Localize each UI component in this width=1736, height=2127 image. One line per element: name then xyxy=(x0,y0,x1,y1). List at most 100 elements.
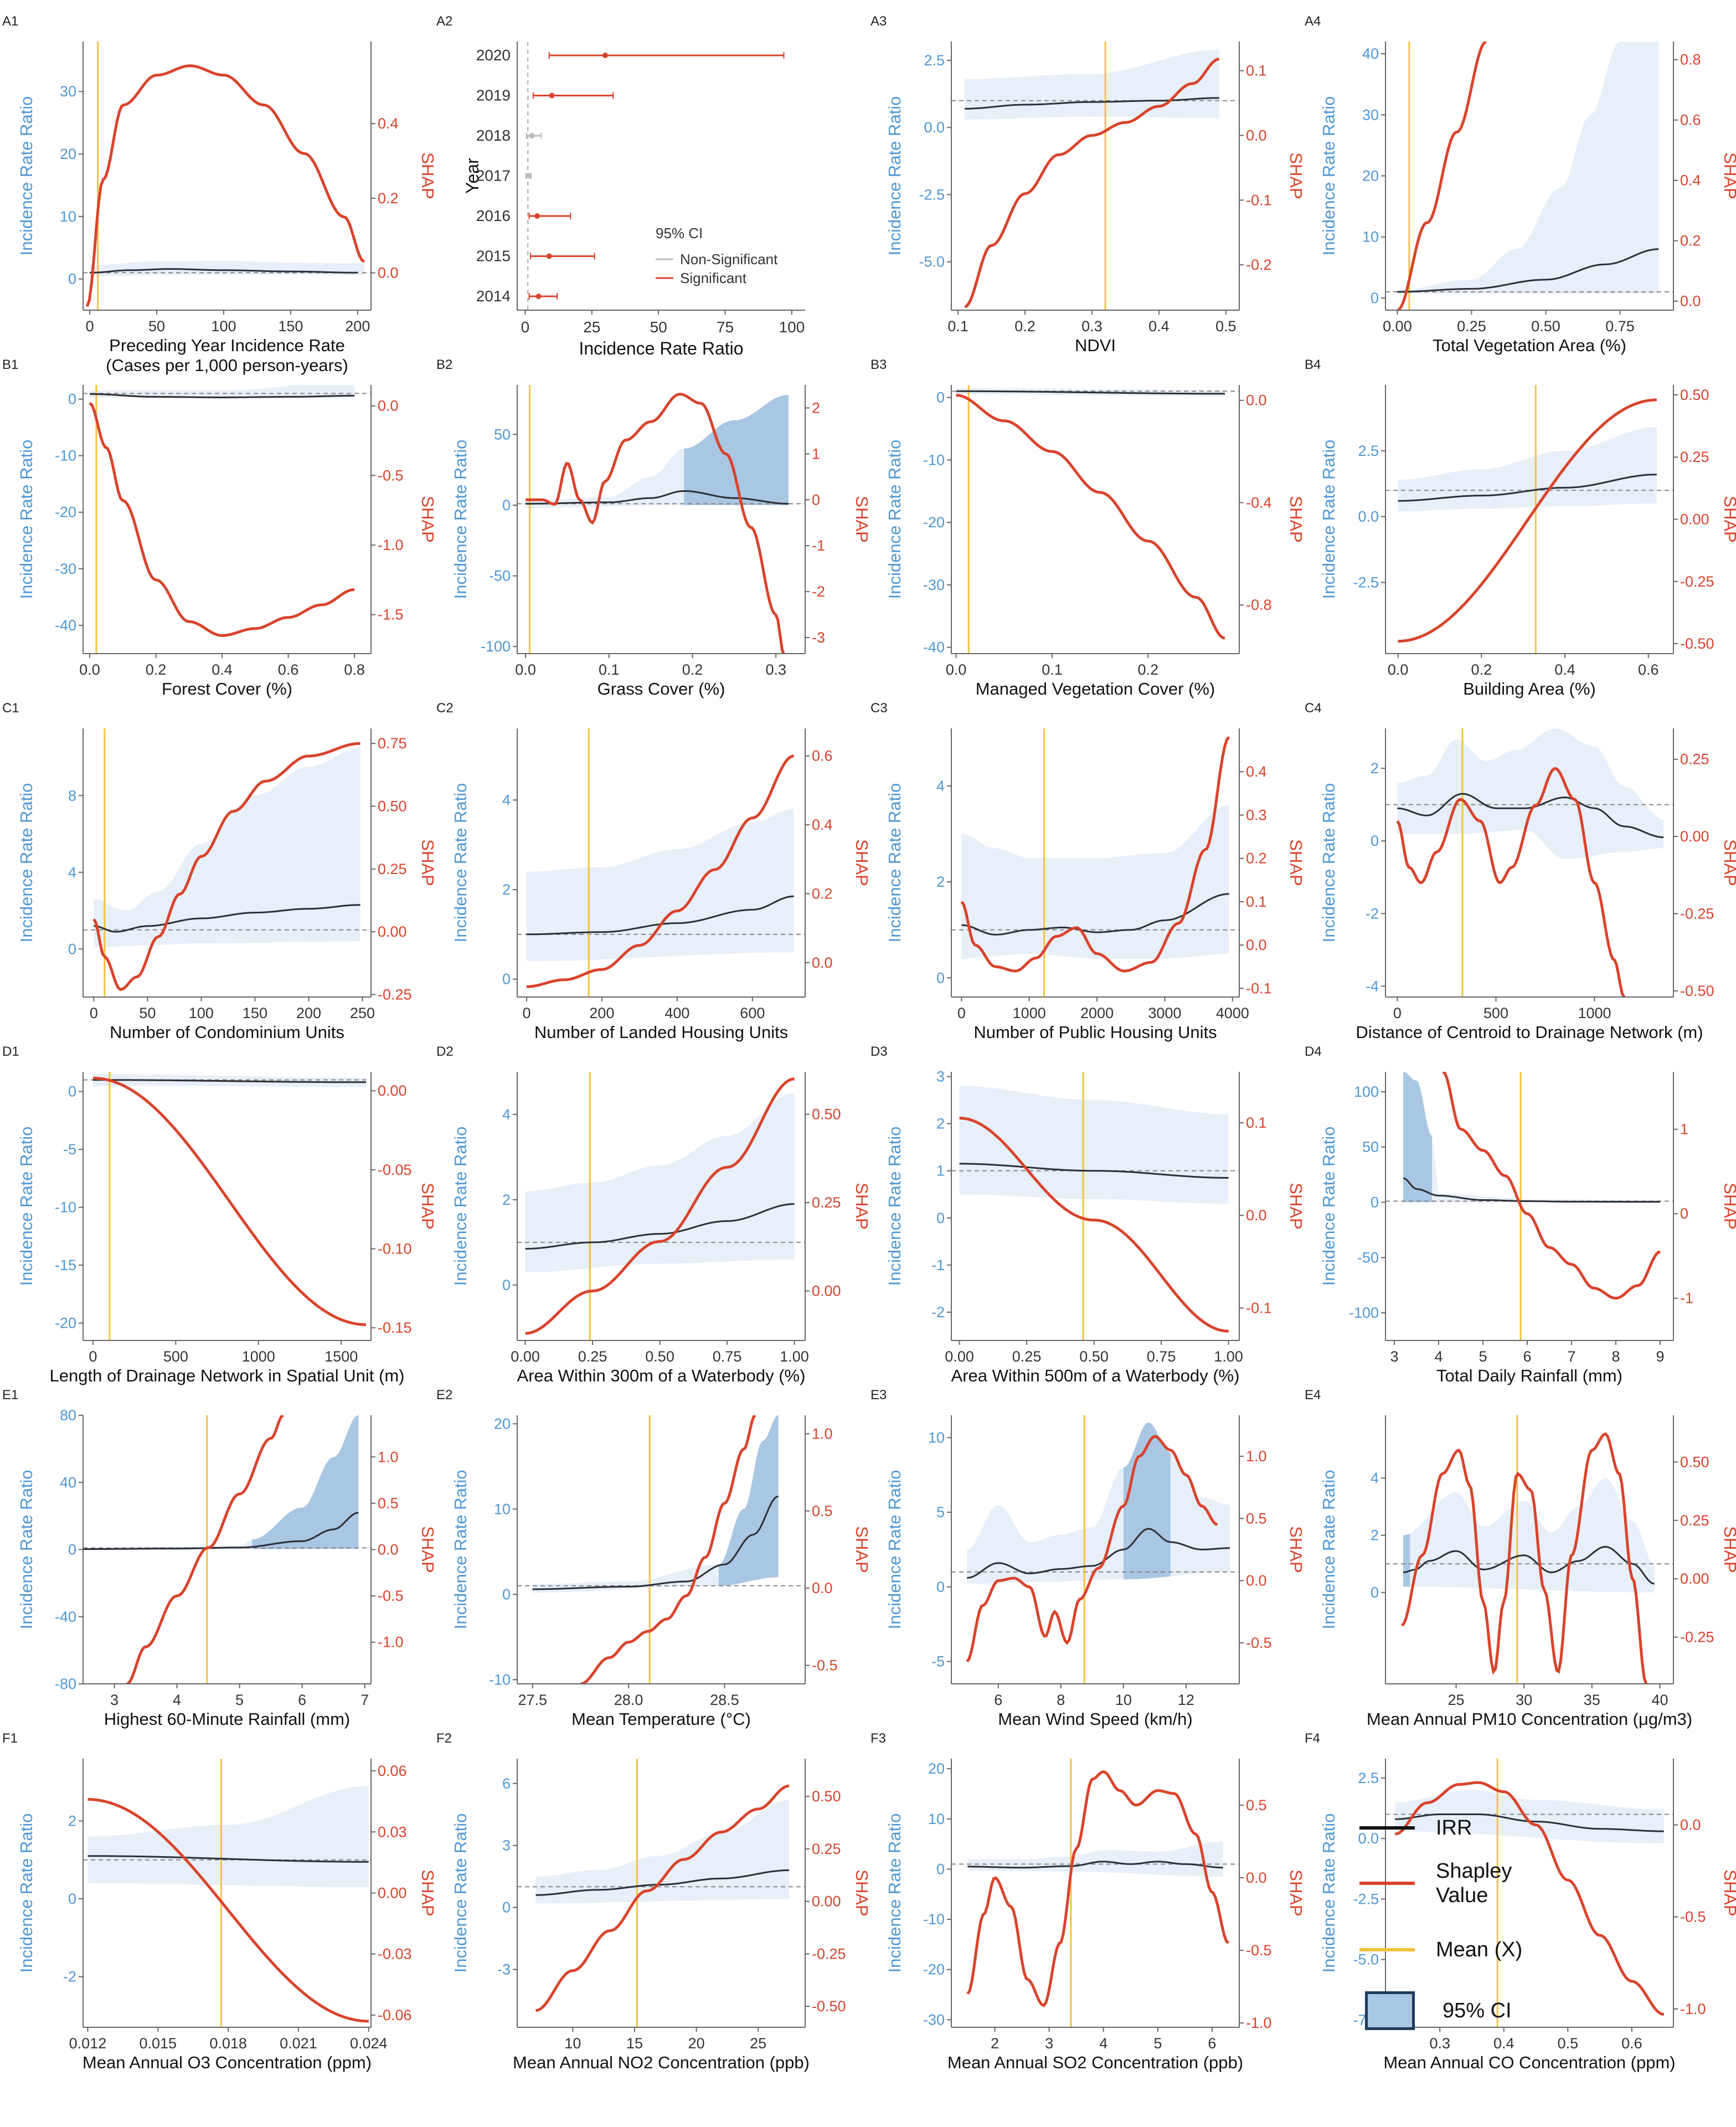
irr-line xyxy=(959,1163,1229,1179)
shap-line xyxy=(966,1770,1230,2007)
plot-area xyxy=(1385,1415,1673,1684)
y-tick-label: 0 xyxy=(68,941,76,957)
y2-tick-label: 0.0 xyxy=(1246,1573,1267,1589)
y2-tick-label: 0.25 xyxy=(1680,751,1709,768)
chart-f1: F1 0.012 0.015 0.018 0.021 0.024 -2 0 2 -0.06 -0.0… xyxy=(2,1731,437,2072)
y2-tick-label: 0.0 xyxy=(1246,1207,1267,1224)
y2-tick-label: 0.25 xyxy=(378,861,407,877)
y-tick-label: -30 xyxy=(923,2011,945,2028)
x-tick-label: 15 xyxy=(626,2035,643,2052)
y2-tick-label: 0.75 xyxy=(378,735,407,752)
plot-area xyxy=(951,1415,1239,1684)
y2-axis-title: SHAP xyxy=(418,1526,437,1573)
y-tick-label: 50 xyxy=(1362,1139,1379,1155)
panel-tag: D3 xyxy=(870,1044,888,1059)
forest-legend-nonsig-label: Non-Significant xyxy=(680,251,778,268)
shap-line xyxy=(1400,1432,1648,1684)
ci-band-significant xyxy=(252,1415,359,1549)
y-tick-label: -3 xyxy=(497,1961,511,1978)
y2-tick-label: -0.25 xyxy=(1680,1629,1714,1646)
chart-b2: B2 0.0 0.1 0.2 0.3 -100 -50 0 50 -3 -2 -1 0 1 2 Grass C… xyxy=(436,357,872,698)
x-tick-label: 0.5 xyxy=(1558,2035,1579,2052)
x-tick-label: 0.50 xyxy=(1531,318,1560,335)
ci-band-significant xyxy=(1403,1533,1410,1587)
x-axis-title: Forest Cover (%) xyxy=(162,679,292,698)
y-tick-label: 0 xyxy=(68,1542,76,1558)
y-axis-title: Incidence Rate Ratio xyxy=(451,783,470,943)
panel-c1: C1 0 50 100 150 200 250 0 4 8 -0.25 0.00 0.25 0.50 0.7… xyxy=(0,698,437,1042)
y2-tick-label: 0.50 xyxy=(812,1106,841,1123)
ci-band-significant xyxy=(684,394,789,505)
y-tick-label: -10 xyxy=(923,451,945,468)
y-tick-label: 4 xyxy=(68,864,76,881)
x-tick-label: 6 xyxy=(1523,1348,1531,1365)
x-tick-label: 0 xyxy=(1393,1005,1402,1021)
panel-tag: E2 xyxy=(436,1388,452,1402)
panel-f4: F40.30.40.50.6-7.5-5.0-2.50.02.5-1.0-0.5… xyxy=(1302,1728,1736,2072)
y-tick-label: 0.0 xyxy=(924,119,945,136)
x-tick-label: 500 xyxy=(163,1348,188,1365)
y-tick-label: -30 xyxy=(55,561,76,577)
legend-shap-swatch xyxy=(1359,1882,1415,1885)
x-tick-label: 1000 xyxy=(1578,1005,1611,1021)
chart-c4: C4 0 500 1000 -4 -2 0 2 -0.50 -0.25 0.00 0.25 Distan… xyxy=(1305,701,1736,1042)
panel-a2: A2 2020 2019 2018 2017 2016 2015 2014 0 25 50 75 100… xyxy=(434,11,868,358)
y2-tick-label: 0.00 xyxy=(378,1082,407,1099)
plot-area xyxy=(951,42,1239,310)
ci-band xyxy=(1397,728,1664,859)
y2-tick-label: -0.8 xyxy=(1246,597,1272,613)
y-tick-label: 2.5 xyxy=(1358,443,1379,459)
x-tick-label: 3000 xyxy=(1148,1005,1181,1021)
chart-e3: E3 6 8 10 12 -5 0 5 10 -0.5 0.0 0.5 1.0 Mean Wind Spe… xyxy=(870,1388,1306,1729)
x-tick-label: 0.25 xyxy=(578,1348,607,1365)
y2-tick-label: 1.0 xyxy=(812,1425,833,1442)
shap-line xyxy=(1442,1072,1661,1300)
plot-area xyxy=(951,1759,1239,2027)
y-tick-label: -15 xyxy=(55,1257,76,1273)
x-tick-label: 150 xyxy=(278,318,303,335)
y-tick-label: 0 xyxy=(1371,1194,1379,1211)
y-tick-label: 10 xyxy=(928,1811,945,1827)
shap-line xyxy=(580,1415,756,1684)
irr-line xyxy=(525,1203,795,1250)
y2-tick-label: 0.03 xyxy=(378,1823,407,1840)
y2-tick-label: 0.5 xyxy=(1246,1797,1267,1813)
x-tick-label: 50 xyxy=(650,318,667,336)
y2-tick-label: 0.00 xyxy=(812,1283,841,1299)
panel-tag: C1 xyxy=(2,701,19,716)
ci-band xyxy=(1403,1072,1660,1203)
y-axis-title: Incidence Rate Ratio xyxy=(17,1470,36,1630)
y2-tick-label: -3 xyxy=(812,629,825,646)
y2-tick-label: -0.05 xyxy=(378,1162,412,1178)
x-tick-label: 0.2 xyxy=(1471,661,1492,678)
x-tick-label: 0.4 xyxy=(1148,318,1170,335)
y-axis-title: Incidence Rate Ratio xyxy=(17,96,36,256)
y-tick-label: 2017 xyxy=(476,167,511,184)
y-tick-label: 0 xyxy=(502,1586,511,1602)
y-tick-label: 0 xyxy=(68,1083,76,1100)
panel-e3: E3 6 8 10 12 -5 0 5 10 -0.5 0.0 0.5 1.0 Mean Wind Spe… xyxy=(868,1385,1306,1729)
legend-ci-swatch xyxy=(1365,1991,1415,2030)
shap-line xyxy=(526,754,795,988)
x-tick-label: 0.50 xyxy=(1079,1348,1109,1365)
shap-line xyxy=(92,1076,367,1326)
y-axis-title: Incidence Rate Ratio xyxy=(885,1813,904,1973)
panel-e1: E1 3 4 5 6 7 -80 -40 0 40 80 -1.0 -0.5 0.0 0.5 1.0 Highe… xyxy=(0,1385,437,1729)
y-axis-title: Incidence Rate Ratio xyxy=(1319,1470,1338,1630)
plot-area xyxy=(83,1072,371,1340)
irr-line xyxy=(956,390,1225,395)
shap-line xyxy=(92,742,360,991)
y2-tick-label: -1.0 xyxy=(1246,2015,1272,2031)
irr-line xyxy=(1397,793,1664,839)
x-tick-label: 0.25 xyxy=(1012,1348,1042,1365)
x-tick-label: 0.75 xyxy=(713,1348,742,1365)
plot-area xyxy=(951,1072,1239,1340)
x-axis-title: Grass Cover (%) xyxy=(597,679,725,698)
x-tick-label: 0.8 xyxy=(344,661,365,678)
x-tick-label: 150 xyxy=(243,1005,267,1021)
chart-e1: E1 3 4 5 6 7 -80 -40 0 40 80 -1.0 -0.5 0.0 0.5 1.0 Highe… xyxy=(2,1388,437,1729)
x-tick-label: 0.018 xyxy=(209,2035,247,2052)
irr-line xyxy=(90,268,358,274)
y2-tick-label: 0 xyxy=(1680,1205,1688,1222)
ci-band xyxy=(87,1786,369,1887)
